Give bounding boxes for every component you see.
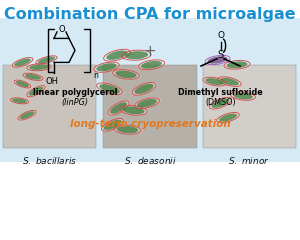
Text: (linPG): (linPG) — [61, 97, 88, 107]
Ellipse shape — [96, 63, 117, 71]
Ellipse shape — [100, 118, 125, 132]
Ellipse shape — [137, 99, 157, 107]
Text: (DMSO): (DMSO) — [205, 97, 236, 107]
Ellipse shape — [110, 102, 127, 114]
Ellipse shape — [26, 85, 46, 97]
Ellipse shape — [133, 97, 161, 109]
Ellipse shape — [131, 82, 157, 96]
Text: +: + — [144, 44, 156, 59]
Ellipse shape — [122, 107, 145, 114]
Ellipse shape — [11, 57, 34, 68]
Ellipse shape — [226, 61, 248, 68]
Ellipse shape — [12, 98, 27, 103]
Ellipse shape — [117, 126, 138, 133]
Ellipse shape — [202, 77, 227, 87]
Ellipse shape — [13, 80, 32, 88]
Ellipse shape — [233, 93, 253, 99]
Ellipse shape — [229, 91, 257, 101]
Text: long-term cryopreservation: long-term cryopreservation — [70, 119, 230, 129]
Ellipse shape — [205, 78, 224, 85]
Text: O: O — [58, 25, 65, 35]
Text: Combination CPA for microalgae: Combination CPA for microalgae — [4, 7, 296, 22]
Ellipse shape — [120, 50, 153, 61]
Text: $\it{S.}$ $\it{minor}$: $\it{S.}$ $\it{minor}$ — [228, 155, 270, 166]
Bar — [103, 65, 196, 148]
Ellipse shape — [208, 97, 233, 110]
Ellipse shape — [137, 59, 166, 70]
Ellipse shape — [38, 57, 55, 63]
Ellipse shape — [26, 63, 52, 71]
Bar — [202, 65, 296, 148]
Bar — [0, 0, 300, 17]
Ellipse shape — [208, 56, 227, 64]
Ellipse shape — [28, 87, 44, 96]
Ellipse shape — [219, 114, 237, 122]
Ellipse shape — [125, 51, 148, 59]
Ellipse shape — [102, 48, 132, 62]
Ellipse shape — [29, 64, 49, 70]
Ellipse shape — [134, 84, 154, 94]
Ellipse shape — [9, 97, 30, 104]
Ellipse shape — [115, 71, 137, 78]
Ellipse shape — [212, 98, 230, 108]
Ellipse shape — [17, 110, 37, 121]
Ellipse shape — [215, 112, 241, 123]
Ellipse shape — [95, 82, 124, 95]
Ellipse shape — [112, 125, 142, 135]
Ellipse shape — [111, 69, 141, 80]
Ellipse shape — [216, 76, 243, 87]
Bar — [3, 65, 96, 148]
FancyBboxPatch shape — [0, 0, 300, 162]
Ellipse shape — [16, 81, 29, 87]
Ellipse shape — [222, 60, 252, 70]
Ellipse shape — [104, 120, 121, 130]
Text: O: O — [217, 31, 224, 41]
Ellipse shape — [99, 84, 120, 94]
Text: OH: OH — [46, 77, 59, 86]
Ellipse shape — [118, 105, 149, 116]
Ellipse shape — [22, 73, 44, 81]
Ellipse shape — [106, 100, 130, 116]
Text: $\it{S.}$ $\it{deasonii}$: $\it{S.}$ $\it{deasonii}$ — [124, 155, 176, 166]
Text: Dimethyl sufloxide: Dimethyl sufloxide — [178, 88, 263, 97]
Ellipse shape — [141, 61, 162, 69]
Ellipse shape — [220, 78, 239, 85]
Ellipse shape — [106, 50, 128, 60]
Ellipse shape — [20, 111, 34, 119]
Text: linear polyglycerol: linear polyglycerol — [33, 88, 117, 97]
Ellipse shape — [92, 61, 121, 73]
Ellipse shape — [25, 74, 41, 80]
Text: $\it{S.}$ $\it{bacillaris}$: $\it{S.}$ $\it{bacillaris}$ — [22, 155, 77, 166]
Text: S: S — [218, 50, 224, 60]
Ellipse shape — [34, 55, 58, 65]
Ellipse shape — [14, 59, 31, 66]
Ellipse shape — [203, 55, 232, 65]
Text: n: n — [93, 71, 98, 80]
